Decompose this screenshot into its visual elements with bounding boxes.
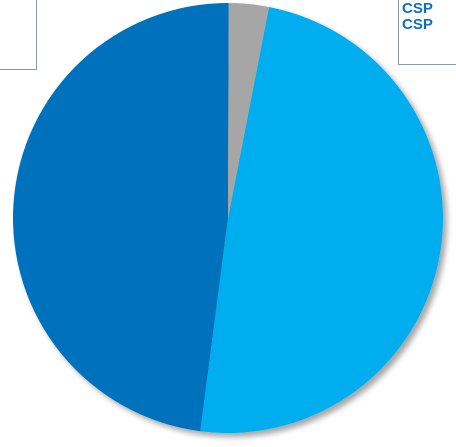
pie-slice-3 — [228, 3, 270, 218]
pie-slice-1 — [200, 6, 443, 433]
left-callout-box — [0, 0, 37, 70]
pie-slice-2 — [13, 2, 229, 432]
legend-item-1: CSP — [402, 0, 433, 17]
legend-item-2: CSP — [402, 16, 433, 33]
pie-slices — [13, 2, 443, 433]
legend: CSP CSP — [398, 0, 456, 65]
